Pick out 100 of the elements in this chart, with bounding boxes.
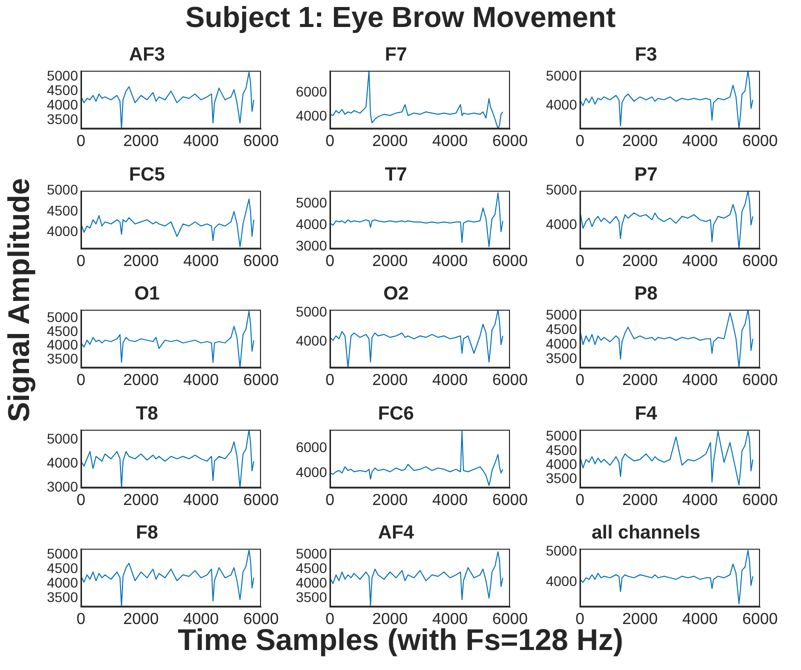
- x-tick-label: 2000: [622, 610, 658, 628]
- x-tick-label: 0: [576, 132, 585, 150]
- x-tick-label: 6000: [243, 132, 279, 150]
- x-tick-label: 4000: [432, 372, 468, 389]
- x-tick-label: 2000: [372, 132, 408, 150]
- y-tick-label: 4500: [46, 202, 78, 218]
- y-tick-label: 5000: [46, 430, 78, 446]
- chart-title: F7: [384, 44, 408, 66]
- text: Subject 1: Eye Brow Movement: [184, 2, 617, 35]
- x-tick-label: 0: [76, 372, 86, 389]
- x-tick-label: 4000: [183, 132, 219, 150]
- y-tick-label: 4000: [296, 108, 328, 124]
- x-tick-label: 0: [326, 491, 335, 508]
- x-tick-label: 4000: [432, 252, 468, 270]
- x-tick-label: 6000: [243, 491, 279, 508]
- y-tick-label: 5000: [546, 427, 578, 444]
- text: Signal Amplitude: [3, 178, 37, 422]
- y-tick-label: 5000: [546, 306, 578, 322]
- chart-title: AF3: [129, 44, 165, 66]
- chart-title: FC5: [129, 164, 166, 186]
- y-tick-label: 4500: [46, 560, 78, 576]
- y-tick-label: 3500: [546, 350, 578, 366]
- y-tick-label: 4000: [296, 574, 328, 590]
- x-tick-label: 4000: [432, 491, 468, 508]
- x-tick-label: 0: [76, 491, 86, 508]
- chart-title: F3: [634, 44, 658, 66]
- x-tick-label: 2000: [372, 491, 408, 508]
- y-tick-label: 4500: [46, 82, 78, 98]
- y-tick-label: 4000: [546, 335, 578, 352]
- y-tick-label: 5000: [296, 194, 328, 210]
- x-tick-label: 6000: [492, 491, 528, 508]
- y-tick-label: 3500: [46, 350, 78, 366]
- x-tick-label: 2000: [622, 252, 658, 270]
- y-tick-label: 3000: [296, 237, 328, 254]
- y-tick-label: 5000: [296, 545, 328, 562]
- x-tick-label: 0: [326, 372, 335, 389]
- y-tick-label: 5000: [546, 67, 578, 84]
- y-tick-label: 4000: [46, 454, 78, 470]
- x-tick-label: 6000: [492, 252, 528, 270]
- x-tick-label: 0: [576, 252, 585, 270]
- x-tick-label: 4000: [682, 491, 718, 508]
- chart-title: AF4: [378, 522, 414, 544]
- x-tick-label: 2000: [123, 372, 159, 389]
- y-tick-label: 4000: [296, 463, 328, 480]
- chart-title: all channels: [592, 522, 700, 544]
- y-tick-label: 4000: [546, 573, 578, 590]
- x-tick-label: 6000: [742, 491, 778, 508]
- x-tick-label: 6000: [742, 610, 778, 628]
- y-tick-label: 5000: [546, 181, 578, 198]
- chart-title: O2: [383, 284, 409, 305]
- y-tick-label: 3500: [46, 110, 78, 127]
- chart-title: F4: [634, 403, 658, 424]
- x-tick-label: 4000: [183, 491, 219, 508]
- y-tick-label: 4500: [296, 560, 328, 576]
- x-tick-label: 6000: [742, 252, 778, 270]
- x-tick-label: 6000: [243, 252, 279, 270]
- y-tick-label: 4000: [46, 336, 78, 353]
- y-tick-label: 4500: [546, 320, 578, 337]
- x-tick-label: 0: [326, 132, 335, 150]
- chart-title: FC6: [378, 403, 414, 424]
- y-tick-label: 3000: [46, 478, 78, 494]
- x-tick-label: 6000: [742, 132, 778, 150]
- x-tick-label: 2000: [123, 610, 159, 628]
- y-tick-label: 5000: [46, 545, 78, 562]
- y-tick-label: 5000: [46, 308, 78, 325]
- x-tick-label: 2000: [123, 491, 159, 508]
- chart-title: T8: [136, 403, 158, 424]
- x-tick-label: 2000: [622, 372, 658, 389]
- x-tick-label: 6000: [243, 372, 279, 389]
- x-tick-label: 4000: [682, 610, 718, 628]
- y-tick-label: 6000: [296, 438, 328, 455]
- x-tick-label: 2000: [372, 252, 408, 270]
- y-tick-label: 4000: [46, 96, 78, 112]
- x-tick-label: 6000: [492, 132, 528, 150]
- x-tick-label: 4000: [183, 252, 219, 270]
- x-tick-label: 4000: [183, 372, 219, 389]
- x-tick-label: 0: [576, 491, 585, 508]
- chart-title: F8: [136, 522, 158, 544]
- x-tick-label: 4000: [432, 132, 468, 150]
- y-tick-label: 4000: [46, 574, 78, 590]
- y-tick-label: 4000: [546, 96, 578, 112]
- x-tick-label: 0: [576, 372, 585, 389]
- y-tick-label: 4500: [546, 441, 578, 458]
- x-tick-label: 6000: [492, 372, 528, 389]
- x-tick-label: 2000: [622, 491, 658, 508]
- chart-title: P7: [634, 164, 658, 186]
- x-tick-label: 4000: [682, 372, 718, 389]
- y-tick-label: 4000: [546, 215, 578, 232]
- y-tick-label: 3500: [296, 588, 328, 605]
- x-tick-label: 4000: [682, 252, 718, 270]
- y-tick-label: 5000: [46, 67, 78, 84]
- x-tick-label: 0: [326, 252, 335, 270]
- chart-title: T7: [384, 164, 408, 186]
- x-tick-label: 2000: [123, 132, 159, 150]
- y-tick-label: 6000: [296, 83, 328, 100]
- x-tick-label: 2000: [622, 132, 658, 150]
- y-tick-label: 5000: [546, 542, 578, 559]
- x-tick-label: 0: [76, 610, 86, 628]
- chart-title: P8: [634, 284, 658, 305]
- y-tick-label: 4000: [296, 216, 328, 232]
